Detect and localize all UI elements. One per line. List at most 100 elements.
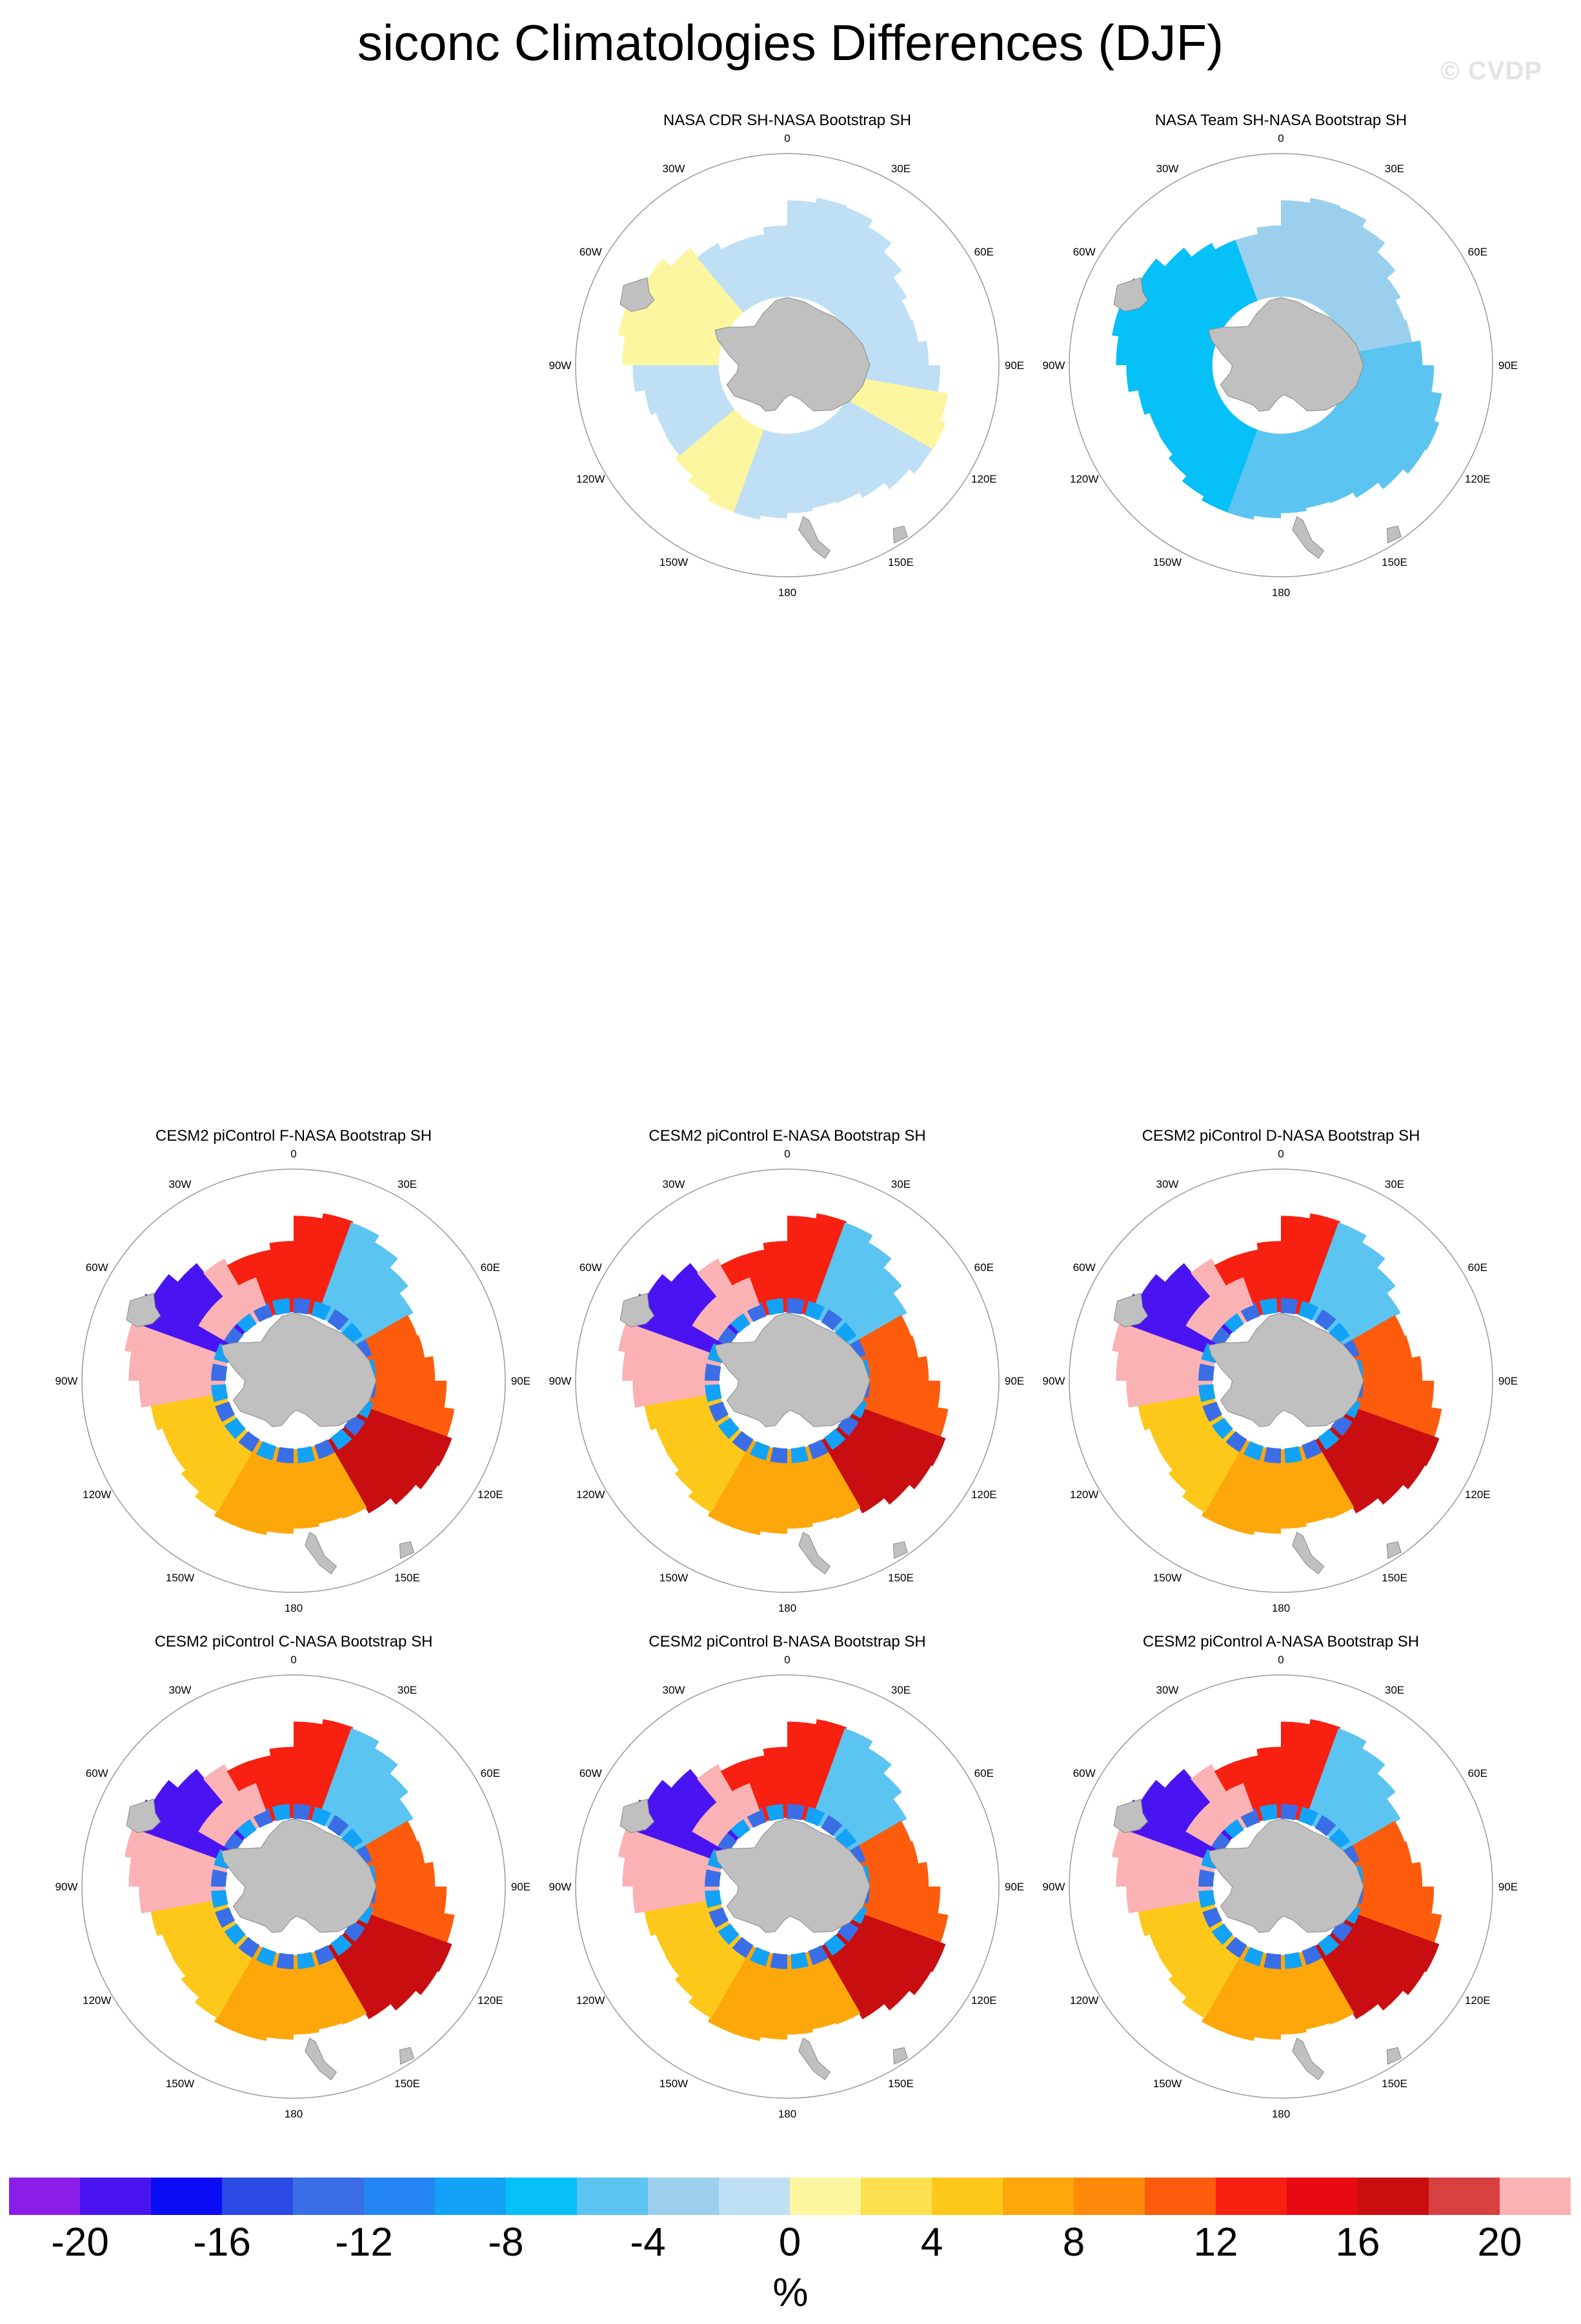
longitude-label: 30W bbox=[169, 1178, 192, 1190]
ice-cell bbox=[1198, 1890, 1216, 1908]
ice-cell bbox=[799, 1719, 847, 1823]
longitude-label: 60E bbox=[974, 246, 994, 258]
ice-cell bbox=[1304, 1440, 1354, 1519]
ice-cell bbox=[1201, 424, 1258, 513]
sea-ice-field bbox=[125, 1719, 455, 2041]
longitude-label: 90E bbox=[511, 1375, 530, 1387]
ice-cell bbox=[1185, 1783, 1254, 1847]
ice-cell bbox=[1201, 1439, 1258, 1528]
ice-cell bbox=[1302, 1945, 1322, 1965]
ice-cell bbox=[314, 1439, 335, 1459]
ice-cell bbox=[787, 1804, 805, 1821]
new-zealand-landmass bbox=[1292, 516, 1325, 559]
ice-cell bbox=[787, 1298, 805, 1315]
ice-cell bbox=[763, 225, 789, 298]
ice-cell bbox=[1112, 305, 1217, 354]
south-america-landmass bbox=[126, 1798, 161, 1834]
south-america-landmass bbox=[126, 1292, 161, 1328]
longitude-label: 90W bbox=[1043, 359, 1065, 372]
ice-cell bbox=[238, 1950, 282, 2041]
sea-ice-field bbox=[125, 1213, 455, 1536]
ice-cell bbox=[846, 1910, 946, 1972]
colorbar-tick-label: -12 bbox=[335, 2220, 393, 2265]
south-america-landmass bbox=[619, 1292, 655, 1328]
antarctica-landmass bbox=[714, 297, 871, 412]
ice-cell bbox=[125, 1826, 230, 1875]
ice-cell bbox=[353, 1315, 418, 1358]
longitude-label: 150W bbox=[660, 2078, 688, 2090]
ice-cell bbox=[292, 1954, 319, 2035]
tasmania-landmass bbox=[1386, 1541, 1402, 1559]
ice-cell bbox=[235, 1817, 257, 1839]
ice-cell bbox=[1302, 1439, 1322, 1459]
colorbar-tick-label: -20 bbox=[51, 2220, 109, 2265]
ice-cell bbox=[238, 1431, 260, 1452]
ice-cell bbox=[327, 1433, 392, 1514]
ice-cell bbox=[276, 1952, 294, 1969]
longitude-label: 180 bbox=[778, 2108, 796, 2120]
ice-cell bbox=[337, 1425, 417, 1505]
ice-cell bbox=[1304, 1728, 1367, 1828]
ice-cell bbox=[847, 1315, 912, 1358]
ice-cell bbox=[1315, 1747, 1385, 1835]
longitude-label: 0 bbox=[784, 1148, 790, 1160]
ice-cell bbox=[1340, 1315, 1405, 1358]
ice-cell bbox=[1348, 1861, 1423, 1888]
tasmania-landmass bbox=[1386, 525, 1402, 544]
map-panel-4: CESM2 piControl E-NASA Bootstrap SH 0 30E… bbox=[542, 1127, 1032, 1614]
ice-cell bbox=[770, 1447, 787, 1463]
ice-cell bbox=[1314, 1433, 1379, 1514]
ice-cell bbox=[1314, 1939, 1379, 2019]
ice-cell bbox=[215, 1907, 236, 1928]
ice-cell bbox=[1280, 1448, 1307, 1529]
ice-cell bbox=[1325, 251, 1396, 322]
longitude-label: 60W bbox=[579, 246, 602, 258]
ice-cell bbox=[345, 1921, 439, 1996]
ice-cell bbox=[851, 1898, 949, 1944]
ice-cell bbox=[1182, 1938, 1247, 2019]
ice-cell bbox=[1314, 1815, 1336, 1836]
longitude-label: 120W bbox=[83, 1488, 111, 1501]
ice-cell bbox=[851, 377, 949, 423]
ice-cell bbox=[1333, 399, 1426, 474]
longitude-label: 180 bbox=[1272, 586, 1290, 599]
colorbar-tick-label: 8 bbox=[1062, 2220, 1085, 2265]
ice-cell bbox=[732, 1950, 776, 2041]
ice-cell bbox=[1281, 1298, 1298, 1315]
ice-cell bbox=[1325, 1772, 1396, 1843]
ice-cell bbox=[632, 363, 720, 392]
ice-cell bbox=[346, 1292, 414, 1347]
colorbar-swatch bbox=[577, 2178, 648, 2215]
ice-cell bbox=[327, 1939, 392, 2019]
ice-cell bbox=[211, 1869, 228, 1887]
ice-cell bbox=[821, 1939, 885, 2019]
sea-ice-field bbox=[618, 197, 949, 520]
longitude-label: 120E bbox=[1465, 1488, 1491, 1501]
ice-cell bbox=[839, 399, 932, 474]
ice-cell bbox=[847, 299, 912, 343]
longitude-label: 180 bbox=[285, 1602, 303, 1614]
ice-cell bbox=[692, 1783, 760, 1847]
longitude-label: 0 bbox=[290, 1654, 296, 1666]
longitude-label: 150E bbox=[394, 1572, 420, 1584]
ice-cell bbox=[352, 1404, 452, 1467]
ice-cell bbox=[821, 1309, 843, 1330]
ice-cell bbox=[1281, 1216, 1311, 1314]
ice-cell bbox=[1259, 1298, 1278, 1316]
ice-cell bbox=[311, 1807, 332, 1827]
ice-cell bbox=[294, 1721, 324, 1819]
ice-cell bbox=[787, 1216, 818, 1314]
ice-cell bbox=[759, 1954, 787, 2040]
ice-cell bbox=[799, 197, 847, 301]
tasmania-landmass bbox=[1386, 2047, 1402, 2065]
ice-cell bbox=[718, 1923, 740, 1945]
ice-cell bbox=[1340, 299, 1405, 343]
ice-cell bbox=[1340, 1404, 1440, 1467]
map-panel-5: CESM2 piControl D-NASA Bootstrap SH 0 30E… bbox=[1036, 1127, 1526, 1614]
longitude-label: 60E bbox=[974, 1767, 994, 1779]
ice-cell bbox=[238, 1445, 282, 1536]
colorbar-swatch bbox=[1216, 2178, 1287, 2215]
ice-cell bbox=[215, 1401, 236, 1422]
ice-cell bbox=[1325, 1267, 1396, 1337]
ice-cell bbox=[1348, 1381, 1435, 1409]
